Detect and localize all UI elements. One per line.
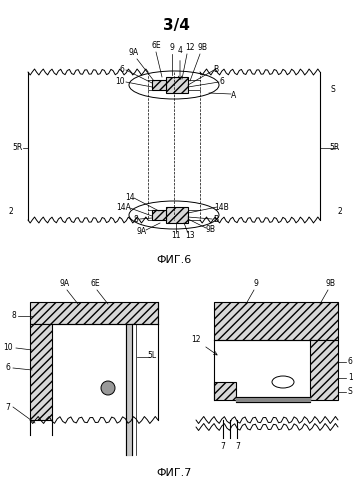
Text: 5R: 5R [12, 144, 22, 153]
Text: 14B: 14B [348, 373, 353, 383]
Text: 10: 10 [115, 76, 125, 85]
Bar [166, 207, 188, 223]
Text: 2: 2 [8, 207, 13, 216]
Text: 14A: 14A [116, 203, 131, 212]
Bar [30, 302, 158, 324]
Text: S: S [331, 84, 335, 93]
Text: 12: 12 [191, 335, 217, 355]
Bar [152, 80, 166, 90]
Text: 9A: 9A [137, 227, 147, 236]
Text: 9B: 9B [205, 225, 215, 234]
Text: 8: 8 [12, 311, 16, 320]
Text: 9A: 9A [129, 48, 139, 57]
Text: 6E: 6E [90, 279, 100, 288]
Bar [310, 340, 338, 400]
Text: 7: 7 [6, 404, 11, 413]
Bar [214, 382, 236, 400]
Text: 12: 12 [185, 43, 195, 52]
Text: B: B [214, 215, 219, 224]
Text: ФИГ.7: ФИГ.7 [156, 468, 192, 478]
Text: 13: 13 [185, 231, 195, 240]
Text: 9: 9 [169, 43, 174, 52]
Text: 5L: 5L [148, 350, 157, 359]
Text: S: S [348, 388, 353, 397]
Bar [152, 210, 166, 220]
Text: 9B: 9B [197, 43, 207, 52]
Bar [30, 324, 52, 420]
Text: 7: 7 [221, 442, 226, 451]
Text: 8: 8 [134, 215, 138, 224]
Bar [214, 302, 338, 340]
Text: B: B [214, 64, 219, 73]
Text: 2: 2 [337, 207, 342, 216]
Text: 5R: 5R [330, 144, 340, 153]
Text: 6E: 6E [151, 41, 161, 50]
Text: ФИГ.6: ФИГ.6 [156, 255, 192, 265]
Text: 11: 11 [171, 231, 181, 240]
Text: 9: 9 [253, 279, 258, 288]
Text: 9B: 9B [325, 279, 335, 288]
Circle shape [101, 381, 115, 395]
Bar [166, 77, 188, 93]
Text: 10: 10 [3, 343, 13, 352]
Text: 4: 4 [178, 46, 183, 79]
Text: 3/4: 3/4 [163, 18, 190, 33]
Text: 7: 7 [235, 442, 240, 451]
Text: A: A [231, 90, 237, 99]
Text: 6: 6 [6, 363, 11, 372]
Text: 14: 14 [125, 193, 135, 202]
Text: 6: 6 [120, 64, 125, 73]
Ellipse shape [272, 376, 294, 388]
Text: 14B: 14B [215, 203, 229, 212]
Text: 6: 6 [220, 76, 225, 85]
Text: 9A: 9A [60, 279, 70, 288]
Text: 6: 6 [348, 357, 353, 366]
